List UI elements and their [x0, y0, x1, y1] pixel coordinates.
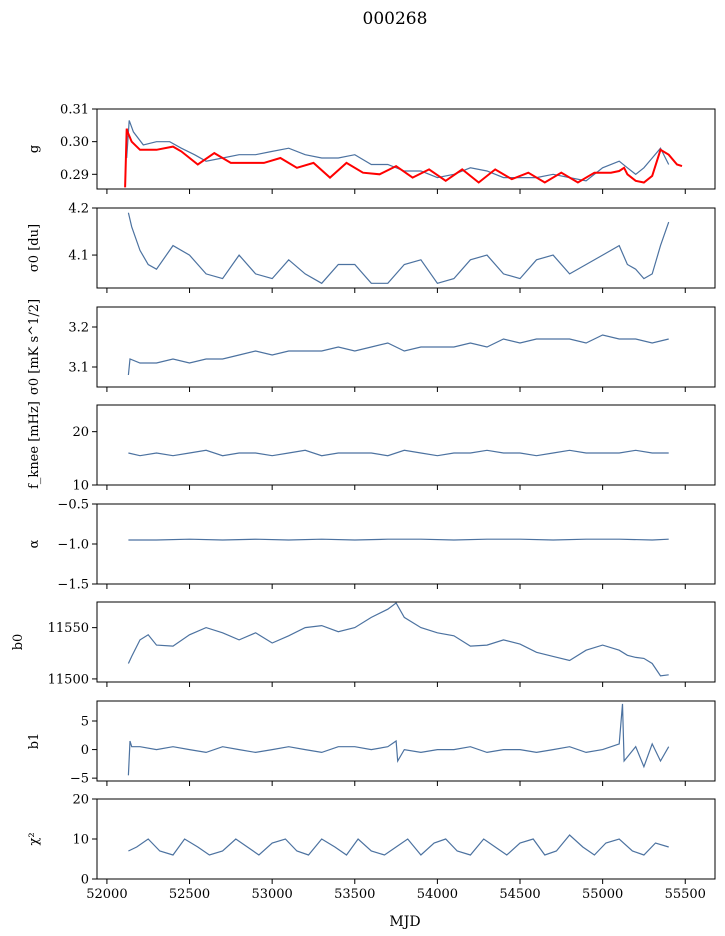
x-tick-label: 54000 — [417, 887, 458, 902]
y-tick-label: 0.29 — [60, 168, 89, 183]
y-tick-label: 0 — [81, 873, 89, 888]
series-line-2-1 — [127, 212, 670, 285]
ylabel-panel-8: χ² — [27, 832, 42, 845]
axes-frame — [96, 306, 716, 388]
panel-4: 10 20 f_knee [mHz] — [27, 401, 716, 494]
figure-title: 000268 — [363, 9, 428, 29]
ylabel-panel-7: b1 — [27, 733, 42, 750]
ylabel-panel-5: α — [27, 539, 42, 548]
x-tick-label: 53000 — [251, 887, 292, 902]
x-tick-label: 52000 — [86, 887, 127, 902]
series-line-7-1 — [127, 703, 670, 776]
axes-frame — [96, 700, 716, 782]
series-line-1-1 — [126, 120, 670, 182]
y-tick-label: 5 — [81, 715, 89, 730]
y-tick-label: 10 — [72, 479, 89, 494]
panel-5: −1.5 −1.0 −0.5 α — [27, 498, 716, 593]
x-tick-label: 52500 — [169, 887, 210, 902]
ylabel-panel-1: g — [27, 145, 42, 153]
y-tick-label: 20 — [72, 793, 89, 808]
panels: 0.29 0.30 0.31 g 4.1 4.2 σ0 [du] 3.1 3.2 σ0 [mK s… — [11, 103, 716, 902]
axes-frame — [96, 798, 716, 880]
panel-7: −5 0 5 b1 — [27, 700, 716, 787]
ylabel-panel-3: σ0 [mK s^1/2] — [27, 299, 42, 395]
series-line-3-1 — [127, 334, 669, 376]
x-tick-label: 55000 — [582, 887, 623, 902]
series-line-6-1 — [127, 602, 669, 677]
ylabel-panel-4: f_knee [mHz] — [27, 401, 42, 489]
y-tick-label: 3.1 — [68, 361, 89, 376]
y-tick-label: 11500 — [48, 672, 89, 687]
y-tick-label: −1.0 — [57, 538, 89, 553]
y-tick-label: 3.2 — [68, 321, 89, 336]
panel-3: 3.1 3.2 σ0 [mK s^1/2] — [27, 299, 716, 395]
y-tick-label: 4.2 — [68, 202, 89, 217]
y-tick-label: −5 — [70, 772, 89, 787]
x-axis-label: MJD — [389, 914, 420, 930]
panel-1: 0.29 0.30 0.31 g — [27, 103, 716, 194]
y-tick-label: −1.5 — [57, 578, 89, 593]
axes-frame — [96, 108, 716, 190]
y-tick-label: −0.5 — [57, 498, 89, 513]
series-line-5-1 — [128, 538, 669, 541]
ylabel-panel-2: σ0 [du] — [27, 224, 42, 272]
x-tick-label: 55500 — [665, 887, 706, 902]
series-line-4-1 — [128, 449, 669, 457]
y-tick-label: 0.31 — [60, 103, 89, 118]
series-line-1-2 — [124, 128, 683, 188]
axes-frame — [96, 207, 716, 289]
y-tick-label: 0.30 — [60, 135, 89, 150]
panel-6: 11500 11550 b0 — [11, 601, 716, 687]
x-tick-label: 54500 — [499, 887, 540, 902]
series-line-8-1 — [128, 834, 669, 856]
ylabel-panel-6: b0 — [11, 634, 26, 651]
axes-frame — [96, 601, 716, 683]
y-tick-label: 10 — [72, 833, 89, 848]
y-tick-label: 11550 — [48, 621, 89, 636]
panel-8: 0 10 20 52000 52500 53000 53500 54000 54500 55000… — [27, 793, 716, 902]
axes-frame — [96, 404, 716, 486]
y-tick-label: 4.1 — [68, 249, 89, 264]
y-tick-label: 20 — [72, 425, 89, 440]
y-tick-label: 0 — [81, 743, 89, 758]
axes-frame — [96, 503, 716, 585]
x-tick-label: 53500 — [334, 887, 375, 902]
panel-2: 4.1 4.2 σ0 [du] — [27, 202, 716, 293]
